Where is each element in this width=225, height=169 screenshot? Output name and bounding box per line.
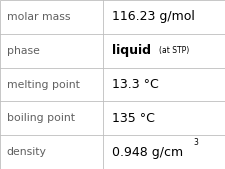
Text: molar mass: molar mass: [7, 12, 70, 22]
Text: melting point: melting point: [7, 79, 79, 90]
Text: 13.3 °C: 13.3 °C: [111, 78, 158, 91]
Text: 116.23 g/mol: 116.23 g/mol: [111, 10, 194, 23]
Text: density: density: [7, 147, 46, 157]
Text: boiling point: boiling point: [7, 113, 74, 123]
Text: 3: 3: [192, 138, 197, 147]
Text: 0.948 g/cm: 0.948 g/cm: [111, 146, 182, 159]
Text: 135 °C: 135 °C: [111, 112, 154, 125]
Text: phase: phase: [7, 46, 39, 56]
Text: (at STP): (at STP): [159, 46, 189, 55]
Text: liquid: liquid: [111, 44, 159, 57]
